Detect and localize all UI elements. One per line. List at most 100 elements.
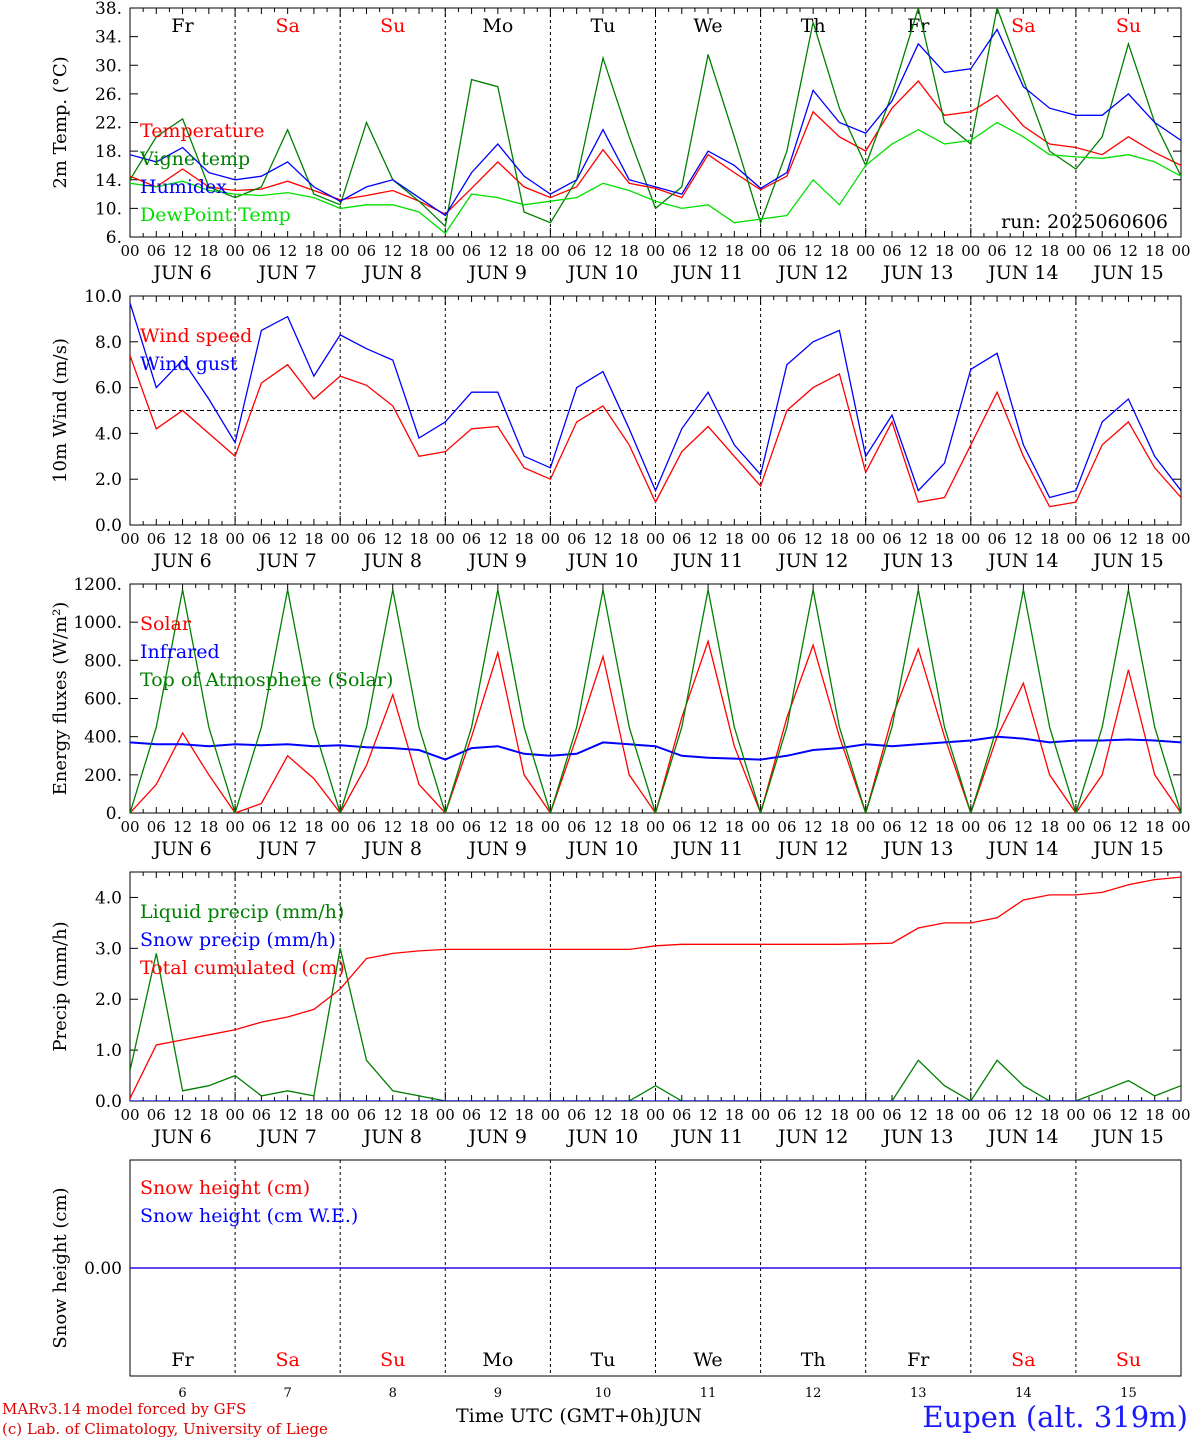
hour-tick-label: 12 bbox=[278, 1106, 297, 1124]
location-label: Eupen (alt. 319m) bbox=[922, 1400, 1188, 1434]
hour-tick-label: 18 bbox=[1145, 818, 1164, 836]
hour-tick-label: 00 bbox=[751, 1106, 770, 1124]
legend-entry: Snow height (cm) bbox=[140, 1177, 310, 1199]
legend-entry: Liquid precip (mm/h) bbox=[140, 901, 344, 923]
hour-tick-label: 18 bbox=[199, 818, 218, 836]
hour-tick-label: 00 bbox=[961, 242, 980, 260]
hour-tick-label: 12 bbox=[699, 1106, 718, 1124]
hour-tick-label: 06 bbox=[777, 242, 796, 260]
hour-tick-label: 06 bbox=[672, 530, 691, 548]
hour-tick-label: 06 bbox=[1093, 242, 1112, 260]
hour-tick-label: 18 bbox=[725, 242, 744, 260]
y-axis-label: 2m Temp. (°C) bbox=[50, 56, 71, 188]
hour-tick-label: 12 bbox=[1119, 530, 1138, 548]
y-tick-label: 1200. bbox=[73, 575, 122, 595]
legend-entry: Top of Atmosphere (Solar) bbox=[140, 669, 393, 691]
hour-tick-label: 06 bbox=[882, 818, 901, 836]
legend-entry: Snow precip (mm/h) bbox=[140, 929, 336, 951]
day-number-label: 11 bbox=[700, 1386, 717, 1401]
weekday-label: Fr bbox=[171, 1349, 194, 1371]
hour-tick-label: 06 bbox=[988, 818, 1007, 836]
hour-tick-label: 12 bbox=[1014, 818, 1033, 836]
hour-tick-label: 06 bbox=[462, 1106, 481, 1124]
y-tick-label: 2.0 bbox=[95, 990, 122, 1010]
legend-entry: Total cumulated (cm) bbox=[140, 957, 345, 979]
hour-tick-label: 18 bbox=[620, 530, 639, 548]
hour-tick-label: 00 bbox=[541, 530, 560, 548]
hour-tick-label: 00 bbox=[856, 818, 875, 836]
hour-tick-label: 06 bbox=[357, 530, 376, 548]
y-tick-label: 0.0 bbox=[95, 1092, 122, 1112]
weekday-label: We bbox=[693, 1349, 722, 1371]
hour-tick-label: 06 bbox=[147, 1106, 166, 1124]
y-tick-label: 22. bbox=[95, 114, 122, 134]
y-tick-label: 0.0 bbox=[95, 516, 122, 536]
day-number-label: 13 bbox=[910, 1386, 927, 1401]
date-label: JUN 8 bbox=[362, 550, 422, 572]
hour-tick-label: 00 bbox=[541, 242, 560, 260]
y-tick-label: 600. bbox=[84, 690, 122, 710]
hour-tick-label: 12 bbox=[383, 1106, 402, 1124]
hour-tick-label: 12 bbox=[278, 242, 297, 260]
weekday-label: Sa bbox=[1011, 15, 1035, 37]
hour-tick-label: 18 bbox=[620, 242, 639, 260]
legend-entry: Snow height (cm W.E.) bbox=[140, 1205, 358, 1227]
weekday-label: Sa bbox=[1011, 1349, 1035, 1371]
hour-tick-label: 00 bbox=[226, 530, 245, 548]
hour-tick-label: 12 bbox=[173, 818, 192, 836]
hour-tick-label: 00 bbox=[856, 242, 875, 260]
hour-tick-label: 06 bbox=[462, 242, 481, 260]
hour-tick-label: 06 bbox=[882, 530, 901, 548]
model-credit: MARv3.14 model forced by GFS bbox=[2, 1400, 247, 1418]
date-label: JUN 7 bbox=[256, 838, 316, 860]
hour-tick-label: 18 bbox=[515, 818, 534, 836]
hour-tick-label: 00 bbox=[331, 818, 350, 836]
weekday-label: Su bbox=[380, 15, 405, 37]
y-tick-label: 0. bbox=[106, 804, 122, 824]
day-number-label: 9 bbox=[494, 1386, 502, 1401]
y-tick-label: 18. bbox=[95, 142, 122, 162]
hour-tick-label: 00 bbox=[1171, 530, 1190, 548]
y-tick-label: 30. bbox=[95, 56, 122, 76]
hour-tick-label: 00 bbox=[226, 242, 245, 260]
date-label: JUN 13 bbox=[881, 262, 953, 284]
y-tick-label: 1.0 bbox=[95, 1041, 122, 1061]
date-label: JUN 6 bbox=[151, 262, 211, 284]
y-tick-label: 2.0 bbox=[95, 470, 122, 490]
weekday-label: Tu bbox=[590, 15, 615, 37]
series-line-total-cumulated-cm- bbox=[130, 876, 1181, 1099]
hour-tick-label: 00 bbox=[856, 1106, 875, 1124]
y-tick-label: 4.0 bbox=[95, 888, 122, 908]
date-label: JUN 14 bbox=[986, 550, 1058, 572]
hour-tick-label: 06 bbox=[988, 1106, 1007, 1124]
legend-entry: Wind gust bbox=[140, 353, 238, 375]
hour-tick-label: 06 bbox=[567, 242, 586, 260]
series-line-infrared bbox=[130, 735, 1181, 761]
date-label: JUN 11 bbox=[671, 262, 743, 284]
date-label: JUN 12 bbox=[776, 1126, 848, 1148]
weekday-label: Mo bbox=[482, 15, 513, 37]
hour-tick-label: 00 bbox=[751, 242, 770, 260]
hour-tick-label: 18 bbox=[1040, 242, 1059, 260]
hour-tick-label: 06 bbox=[1093, 818, 1112, 836]
y-tick-label: 6.0 bbox=[95, 379, 122, 399]
legend-entry: Wind speed bbox=[140, 325, 252, 347]
y-tick-label: 26. bbox=[95, 85, 122, 105]
hour-tick-label: 06 bbox=[357, 1106, 376, 1124]
hour-tick-label: 00 bbox=[331, 530, 350, 548]
hour-tick-label: 06 bbox=[882, 1106, 901, 1124]
hour-tick-label: 00 bbox=[1066, 530, 1085, 548]
hour-tick-label: 12 bbox=[173, 530, 192, 548]
y-tick-label: 6. bbox=[106, 228, 122, 248]
hour-tick-label: 00 bbox=[1171, 818, 1190, 836]
date-label: JUN 9 bbox=[467, 1126, 527, 1148]
date-label: JUN 14 bbox=[986, 838, 1058, 860]
series-line-humidex bbox=[130, 28, 1181, 217]
hour-tick-label: 18 bbox=[1040, 1106, 1059, 1124]
legend-entry: Humidex bbox=[140, 176, 227, 198]
legend-entry: Infrared bbox=[140, 641, 220, 663]
hour-tick-label: 06 bbox=[672, 1106, 691, 1124]
hour-tick-label: 00 bbox=[751, 818, 770, 836]
date-label: JUN 6 bbox=[151, 838, 211, 860]
hour-tick-label: 06 bbox=[252, 530, 271, 548]
